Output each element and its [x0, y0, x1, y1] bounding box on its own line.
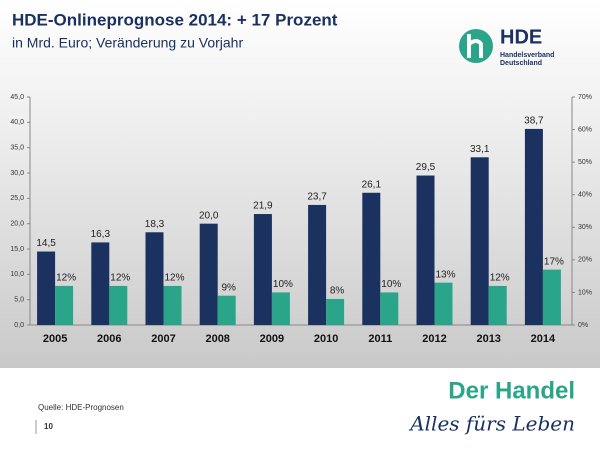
footer-background: [0, 368, 600, 450]
y2-tick-label: 20%: [578, 257, 592, 264]
value-label: 12%: [56, 273, 76, 284]
bar: [542, 269, 561, 325]
y-tick-label: 45,0: [10, 94, 24, 101]
bar: [524, 128, 543, 325]
bar: [416, 175, 435, 325]
y-tick-label: 0,0: [14, 322, 24, 329]
source: Quelle: HDE-Prognosen: [38, 403, 124, 412]
bar: [380, 292, 399, 325]
y-tick-label: 25,0: [10, 195, 24, 202]
x-tick-label: 2014: [531, 333, 556, 345]
value-label: 16,3: [91, 229, 111, 240]
y2-tick-label: 70%: [578, 94, 592, 101]
bar: [145, 232, 164, 325]
y-tick-label: 30,0: [10, 170, 24, 177]
y2-tick-label: 40%: [578, 192, 592, 199]
bar: [362, 192, 381, 325]
value-label: 21,9: [253, 201, 273, 212]
value-label: 12%: [490, 273, 510, 284]
bar: [109, 285, 128, 325]
bar: [253, 214, 272, 325]
y-tick-label: 10,0: [10, 271, 24, 278]
x-tick-label: 2005: [43, 333, 67, 345]
value-label: 13%: [435, 269, 455, 280]
value-label: 29,5: [416, 162, 436, 173]
bar: [37, 251, 56, 325]
x-tick-label: 2007: [151, 333, 175, 345]
bar: [470, 157, 489, 325]
logo-glyph: [467, 34, 483, 58]
bar: [55, 285, 74, 325]
page-number: 10: [44, 422, 53, 431]
value-label: 12%: [110, 273, 130, 284]
x-tick-label: 2012: [422, 333, 446, 345]
bar: [434, 282, 453, 325]
y2-tick-label: 10%: [578, 289, 592, 296]
value-label: 20,0: [199, 210, 219, 221]
x-tick-label: 2011: [368, 333, 392, 345]
x-tick-label: 2008: [205, 333, 229, 345]
y-tick-label: 35,0: [10, 145, 24, 152]
value-label: 9%: [221, 282, 236, 293]
subtitle: in Mrd. Euro; Veränderung zu Vorjahr: [12, 35, 243, 51]
value-label: 38,7: [524, 116, 544, 127]
bar: [488, 285, 507, 325]
bar: [217, 295, 236, 325]
value-label: 23,7: [307, 192, 327, 203]
value-label: 10%: [381, 279, 401, 290]
y2-tick-label: 60%: [578, 126, 592, 133]
x-tick-label: 2009: [260, 333, 284, 345]
y2-tick-label: 50%: [578, 159, 592, 166]
bar: [271, 292, 290, 325]
logo: HDE Handelsverband Deutschland: [459, 26, 554, 67]
y2-tick-label: 30%: [578, 224, 592, 231]
y-tick-label: 20,0: [10, 221, 24, 228]
x-tick-label: 2013: [476, 333, 500, 345]
slogan: Alles fürs Leben: [408, 412, 575, 436]
y-tick-label: 40,0: [10, 119, 24, 126]
y-tick-label: 15,0: [10, 246, 24, 253]
value-label: 33,1: [470, 144, 490, 155]
y2-tick-label: 0%: [578, 322, 588, 329]
x-tick-label: 2006: [97, 333, 121, 345]
value-label: 26,1: [362, 179, 382, 190]
value-label: 8%: [330, 286, 345, 297]
bar: [308, 204, 327, 325]
bar: [326, 298, 345, 325]
value-label: 18,3: [145, 219, 165, 230]
bar: [163, 285, 182, 325]
bar: [91, 242, 110, 325]
brand: Der Handel: [448, 377, 575, 404]
logo-name: HDE: [500, 26, 542, 48]
bar: [199, 223, 218, 325]
value-label: 17%: [544, 256, 564, 267]
value-label: 14,5: [36, 238, 56, 249]
x-tick-label: 2010: [314, 333, 338, 345]
logo-mark: [459, 29, 493, 63]
value-label: 12%: [164, 273, 184, 284]
y-tick-label: 5,0: [14, 297, 24, 304]
value-label: 10%: [273, 279, 293, 290]
title: HDE-Onlineprognose 2014: + 17 Prozent: [12, 10, 338, 29]
logo-line: Handelsverband: [500, 52, 554, 59]
logo-line: Deutschland: [500, 60, 542, 67]
